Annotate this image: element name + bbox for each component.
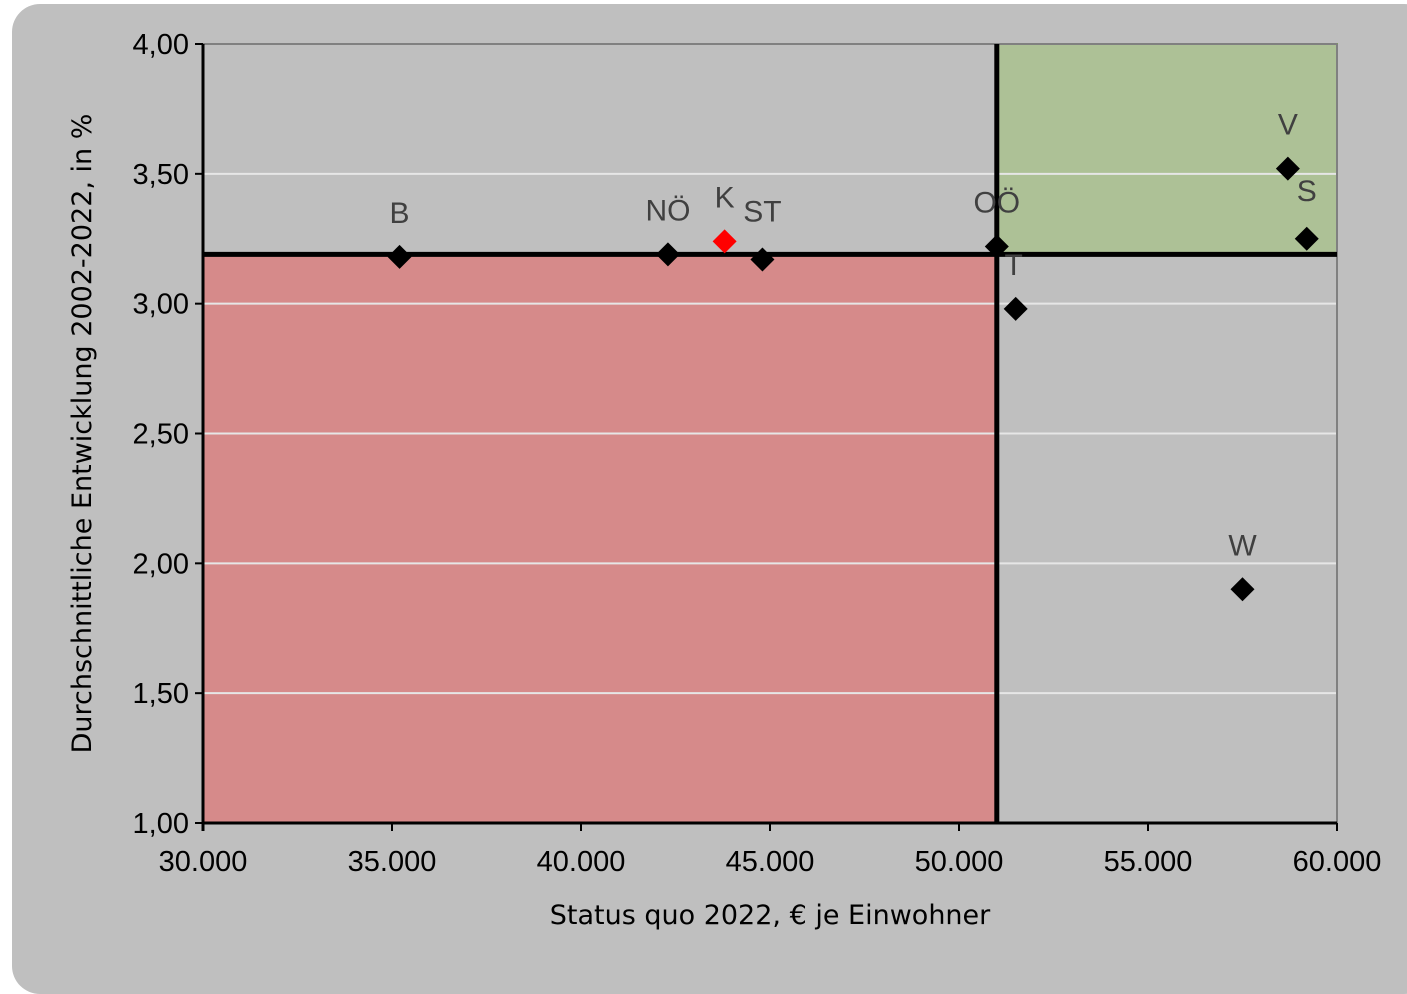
region-above-average	[995, 43, 1338, 256]
data-point	[655, 242, 680, 267]
quadrant-regions	[202, 43, 1338, 824]
data-point-label: NÖ	[645, 194, 690, 227]
data-point	[1230, 577, 1255, 602]
y-tick-label: 3,00	[133, 289, 189, 321]
y-axis-ticks: 1,00 1,50 2,00 2,50 3,00 3,50 4,00	[133, 29, 203, 840]
data-point	[387, 244, 412, 269]
x-tick-label: 35.000	[348, 846, 437, 878]
data-points	[387, 156, 1319, 602]
x-tick-label: 45.000	[726, 846, 815, 878]
data-point-label: B	[390, 197, 410, 230]
data-point	[984, 234, 1009, 259]
y-tick-label: 2,00	[133, 548, 189, 580]
x-tick-label: 30.000	[159, 846, 248, 878]
x-tick-label: 60.000	[1293, 846, 1382, 878]
data-point-label: W	[1228, 529, 1257, 562]
y-tick-label: 1,50	[133, 678, 189, 710]
y-tick-label: 3,50	[133, 159, 189, 191]
x-tick-label: 55.000	[1104, 846, 1193, 878]
scatter-chart: 1,00 1,50 2,00 2,50 3,00 3,50 4,00 30.000 35.00…	[67, 29, 1382, 931]
x-tick-label: 50.000	[915, 846, 1004, 878]
x-axis-title: Status quo 2022, € je Einwohner	[550, 900, 991, 931]
data-point	[750, 247, 775, 272]
data-point-label: K	[715, 181, 735, 214]
data-point	[1294, 226, 1319, 251]
gridlines	[203, 172, 1337, 695]
data-point-label: T	[1005, 249, 1023, 282]
data-point	[712, 229, 737, 254]
region-below-average	[202, 253, 998, 824]
y-tick-label: 1,00	[133, 808, 189, 840]
x-tick-label: 40.000	[537, 846, 626, 878]
data-point-label: V	[1278, 109, 1298, 142]
y-tick-label: 4,00	[133, 29, 189, 61]
x-axis-ticks: 30.000 35.000 40.000 45.000 50.000 55.000 60.0…	[159, 823, 1382, 878]
data-point	[1275, 156, 1300, 181]
y-tick-label: 2,50	[133, 419, 189, 451]
data-point	[1003, 296, 1028, 321]
data-point-label: OÖ	[973, 187, 1020, 220]
point-labels: B NÖ K ST OÖ T W VS	[390, 109, 1317, 563]
data-point-label: ST	[743, 196, 781, 229]
data-point-label: S	[1297, 175, 1317, 208]
y-axis-title: Durchschnittliche Entwicklung 2002-2022,…	[67, 114, 98, 754]
